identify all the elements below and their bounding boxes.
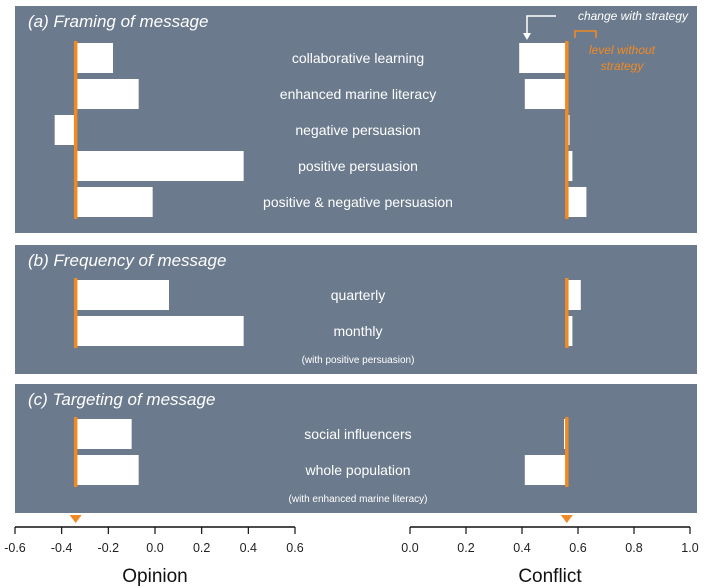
opinion-axis-tick-label: 0.2 xyxy=(193,541,210,555)
row-label: positive & negative persuasion xyxy=(263,194,453,210)
section-title: (b) Frequency of message xyxy=(28,251,226,270)
opinion-axis-tick-label: -0.2 xyxy=(98,541,120,555)
opinion-axis-baseline-marker xyxy=(69,515,82,523)
section-note: (with positive persuasion) xyxy=(302,355,415,366)
opinion-bar xyxy=(75,79,139,109)
conflict-axis-tick-label: 1.0 xyxy=(681,541,698,555)
opinion-bar xyxy=(75,419,132,449)
section-note: (with enhanced marine literacy) xyxy=(289,494,428,505)
opinion-bar xyxy=(75,151,244,181)
opinion-axis-tick-label: 0.0 xyxy=(146,541,163,555)
opinion-bar xyxy=(75,187,153,217)
conflict-axis-tick-label: 0.0 xyxy=(401,541,418,555)
conflict-axis-tick-label: 0.2 xyxy=(457,541,474,555)
opinion-bar xyxy=(54,115,76,145)
row-label: social influencers xyxy=(304,426,411,442)
level-annotation-line1: level without xyxy=(589,43,656,57)
conflict-bar xyxy=(519,43,567,73)
row-label: quarterly xyxy=(331,287,385,303)
conflict-bar xyxy=(566,316,573,346)
section-title: (a) Framing of message xyxy=(28,12,208,31)
section-title: (c) Targeting of message xyxy=(28,390,215,409)
opinion-axis-tick-label: -0.4 xyxy=(51,541,73,555)
opinion-bar xyxy=(75,455,139,485)
change-annotation: change with strategy xyxy=(578,9,689,23)
opinion-axis-tick-label: 0.4 xyxy=(240,541,257,555)
conflict-bar xyxy=(524,79,567,109)
conflict-axis-title: Conflict xyxy=(518,566,582,587)
bars-layer: collaborative learning enhanced marine li… xyxy=(54,41,587,505)
conflict-axis-baseline-marker xyxy=(560,515,573,523)
row-label: monthly xyxy=(333,323,382,339)
row-label: negative persuasion xyxy=(295,122,420,138)
conflict-axis-tick-label: 0.6 xyxy=(569,541,586,555)
conflict-bar xyxy=(566,151,573,181)
opinion-bar xyxy=(75,43,113,73)
opinion-axis-tick-label: 0.6 xyxy=(286,541,303,555)
opinion-bar xyxy=(75,316,244,346)
conflict-bar xyxy=(524,455,567,485)
row-label: positive persuasion xyxy=(298,158,418,174)
row-label: collaborative learning xyxy=(292,50,424,66)
row-label: enhanced marine literacy xyxy=(280,86,436,102)
change-arrowhead xyxy=(523,33,531,40)
opinion-bar xyxy=(75,280,169,310)
conflict-bar xyxy=(566,280,581,310)
row-label: whole population xyxy=(304,462,410,478)
annotations-layer: change with strategy level without strateg… xyxy=(523,9,689,73)
conflict-axis-tick-label: 0.4 xyxy=(513,541,530,555)
level-bracket xyxy=(574,30,597,38)
conflict-bar xyxy=(566,187,587,217)
change-pointer xyxy=(526,15,556,34)
level-annotation-line2: strategy xyxy=(601,59,645,73)
opinion-axis-tick-label: -0.6 xyxy=(4,541,26,555)
axes-layer: -0.6 -0.4 -0.2 0.0 0.2 0.4 0.6 Opinion 0.0 0.2 0.4… xyxy=(4,515,699,587)
conflict-axis-tick-label: 0.8 xyxy=(625,541,642,555)
opinion-axis-title: Opinion xyxy=(122,566,188,587)
